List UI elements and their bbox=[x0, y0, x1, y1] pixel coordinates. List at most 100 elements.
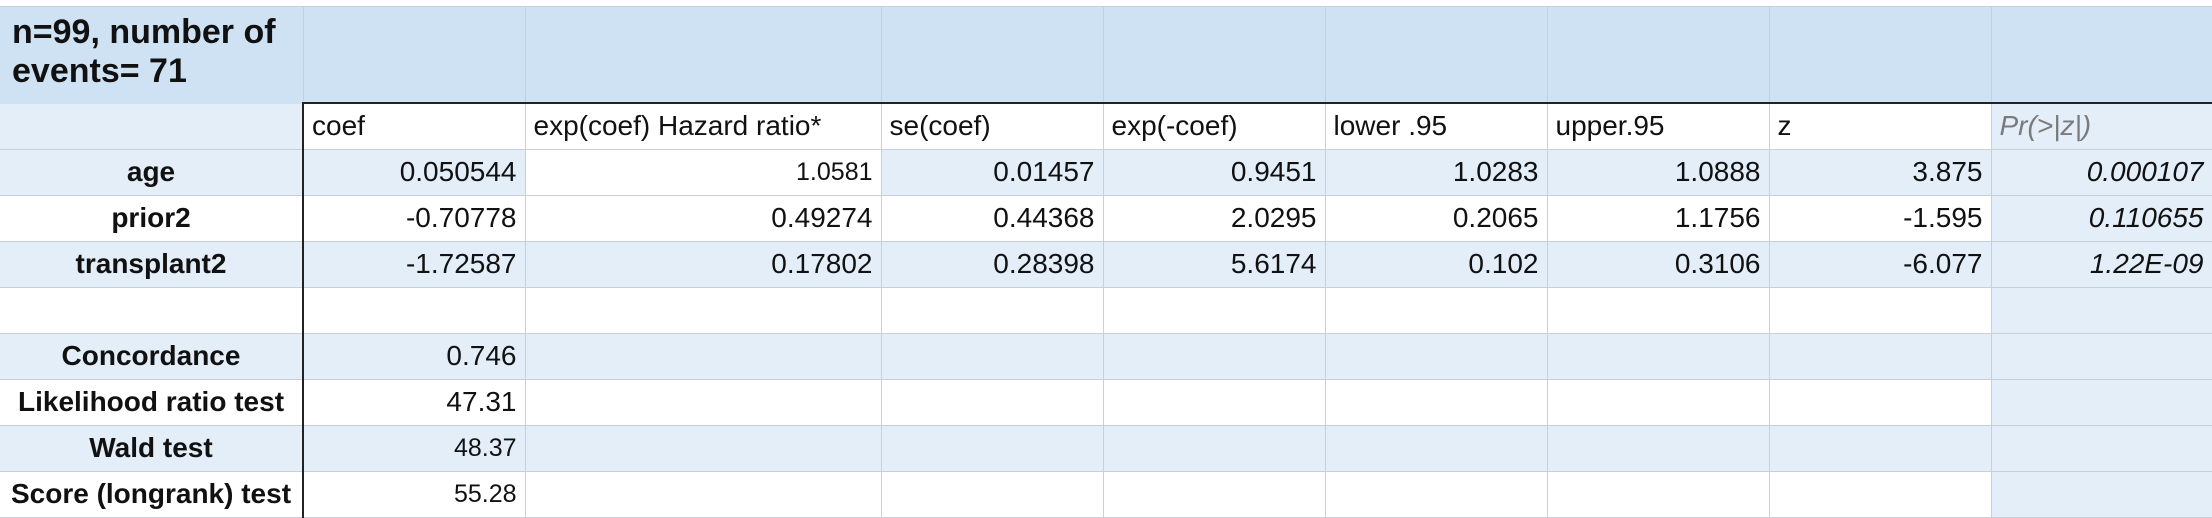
value-cell[interactable]: 3.875 bbox=[1769, 149, 1992, 196]
cell[interactable] bbox=[1103, 7, 1326, 104]
cell[interactable] bbox=[1991, 7, 2212, 104]
column-header-exp-neg-coef[interactable]: exp(-coef) bbox=[1103, 102, 1326, 150]
cell[interactable] bbox=[1103, 425, 1326, 472]
row-label[interactable]: prior2 bbox=[0, 195, 304, 242]
cell[interactable] bbox=[1325, 471, 1548, 518]
value-cell[interactable]: -1.595 bbox=[1769, 195, 1992, 242]
stat-label[interactable]: Likelihood ratio test bbox=[0, 379, 304, 426]
cell[interactable] bbox=[1991, 425, 2212, 472]
cell[interactable] bbox=[525, 471, 882, 518]
cell[interactable] bbox=[1325, 425, 1548, 472]
cell[interactable] bbox=[0, 287, 304, 334]
table-title-cell[interactable]: n=99, number of events= 71 bbox=[0, 7, 304, 104]
value-cell[interactable]: 0.9451 bbox=[1103, 149, 1326, 196]
header-row: n=99, number of events= 71 bbox=[0, 7, 2212, 104]
table-title: n=99, number of events= 71 bbox=[12, 13, 276, 91]
cell[interactable] bbox=[1547, 471, 1770, 518]
row-label[interactable]: transplant2 bbox=[0, 241, 304, 288]
cell[interactable] bbox=[1103, 333, 1326, 380]
p-value-cell[interactable]: 0.110655 bbox=[1991, 195, 2212, 242]
cell[interactable] bbox=[1547, 7, 1770, 104]
table-row: age 0.050544 1.0581 0.01457 0.9451 1.028… bbox=[0, 149, 2212, 196]
value-cell[interactable]: 2.0295 bbox=[1103, 195, 1326, 242]
value-cell[interactable]: 1.0581 bbox=[525, 149, 882, 196]
cell[interactable] bbox=[881, 333, 1104, 380]
column-header-hazard-ratio[interactable]: exp(coef) Hazard ratio* bbox=[525, 102, 882, 150]
value-cell[interactable]: 1.0283 bbox=[1325, 149, 1548, 196]
cell[interactable] bbox=[1769, 471, 1992, 518]
p-value-cell[interactable]: 0.000107 bbox=[1991, 149, 2212, 196]
cell[interactable] bbox=[1769, 7, 1992, 104]
table-row: Wald test 48.37 bbox=[0, 425, 2212, 472]
column-header-row: coef exp(coef) Hazard ratio* se(coef) ex… bbox=[0, 102, 2212, 150]
stat-value[interactable]: 0.746 bbox=[303, 333, 526, 380]
stat-label[interactable]: Wald test bbox=[0, 425, 304, 472]
value-cell[interactable]: 0.44368 bbox=[881, 195, 1104, 242]
cell[interactable] bbox=[1769, 425, 1992, 472]
cell[interactable] bbox=[881, 425, 1104, 472]
cell[interactable] bbox=[1769, 287, 1992, 334]
cell[interactable] bbox=[303, 287, 526, 334]
column-header-se-coef[interactable]: se(coef) bbox=[881, 102, 1104, 150]
value-cell[interactable]: 0.17802 bbox=[525, 241, 882, 288]
cell[interactable] bbox=[1325, 379, 1548, 426]
value-cell[interactable]: 1.0888 bbox=[1547, 149, 1770, 196]
value-cell[interactable]: 0.49274 bbox=[525, 195, 882, 242]
stat-value[interactable]: 55.28 bbox=[303, 471, 526, 518]
cell[interactable] bbox=[1991, 379, 2212, 426]
cell[interactable] bbox=[1991, 471, 2212, 518]
cell[interactable] bbox=[1103, 471, 1326, 518]
grid-top-edge bbox=[0, 0, 2212, 7]
cell[interactable] bbox=[1325, 7, 1548, 104]
column-header-coef[interactable]: coef bbox=[303, 102, 526, 150]
stat-label[interactable]: Concordance bbox=[0, 333, 304, 380]
cell[interactable] bbox=[1769, 379, 1992, 426]
cell[interactable] bbox=[1325, 333, 1548, 380]
column-header-lower-95[interactable]: lower .95 bbox=[1325, 102, 1548, 150]
cell[interactable] bbox=[881, 7, 1104, 104]
cell[interactable] bbox=[525, 425, 882, 472]
cell[interactable] bbox=[1991, 333, 2212, 380]
cell[interactable] bbox=[1547, 287, 1770, 334]
value-cell[interactable]: 0.28398 bbox=[881, 241, 1104, 288]
cell[interactable] bbox=[0, 102, 304, 150]
cell[interactable] bbox=[1103, 379, 1326, 426]
cell[interactable] bbox=[1547, 333, 1770, 380]
column-header-upper-95[interactable]: upper.95 bbox=[1547, 102, 1770, 150]
cell[interactable] bbox=[1547, 425, 1770, 472]
stat-value[interactable]: 48.37 bbox=[303, 425, 526, 472]
column-header-z[interactable]: z bbox=[1769, 102, 1992, 150]
cell[interactable] bbox=[881, 471, 1104, 518]
value-cell[interactable]: 5.6174 bbox=[1103, 241, 1326, 288]
stat-label[interactable]: Score (longrank) test bbox=[0, 471, 304, 518]
cell[interactable] bbox=[1547, 379, 1770, 426]
value-cell[interactable]: -0.70778 bbox=[303, 195, 526, 242]
column-header-p-value[interactable]: Pr(>|z|) bbox=[1991, 102, 2212, 150]
cell[interactable] bbox=[525, 379, 882, 426]
p-value-cell[interactable]: 1.22E-09 bbox=[1991, 241, 2212, 288]
table-row: transplant2 -1.72587 0.17802 0.28398 5.6… bbox=[0, 241, 2212, 288]
stat-value[interactable]: 47.31 bbox=[303, 379, 526, 426]
cell[interactable] bbox=[525, 7, 882, 104]
value-cell[interactable]: -6.077 bbox=[1769, 241, 1992, 288]
value-cell[interactable]: 0.2065 bbox=[1325, 195, 1548, 242]
cell[interactable] bbox=[881, 379, 1104, 426]
value-cell[interactable]: 0.3106 bbox=[1547, 241, 1770, 288]
cell[interactable] bbox=[881, 287, 1104, 334]
cell[interactable] bbox=[525, 287, 882, 334]
cell[interactable] bbox=[525, 333, 882, 380]
cell[interactable] bbox=[1325, 287, 1548, 334]
cell[interactable] bbox=[1769, 333, 1992, 380]
value-cell[interactable]: 1.1756 bbox=[1547, 195, 1770, 242]
cell[interactable] bbox=[1991, 287, 2212, 334]
value-cell[interactable]: -1.72587 bbox=[303, 241, 526, 288]
cell[interactable] bbox=[1103, 287, 1326, 334]
value-cell[interactable]: 0.102 bbox=[1325, 241, 1548, 288]
cell[interactable] bbox=[303, 7, 526, 104]
table-row bbox=[0, 287, 2212, 334]
value-cell[interactable]: 0.050544 bbox=[303, 149, 526, 196]
row-label[interactable]: age bbox=[0, 149, 304, 196]
value-cell[interactable]: 0.01457 bbox=[881, 149, 1104, 196]
results-table: n=99, number of events= 71 coef exp(coef… bbox=[0, 7, 2212, 518]
